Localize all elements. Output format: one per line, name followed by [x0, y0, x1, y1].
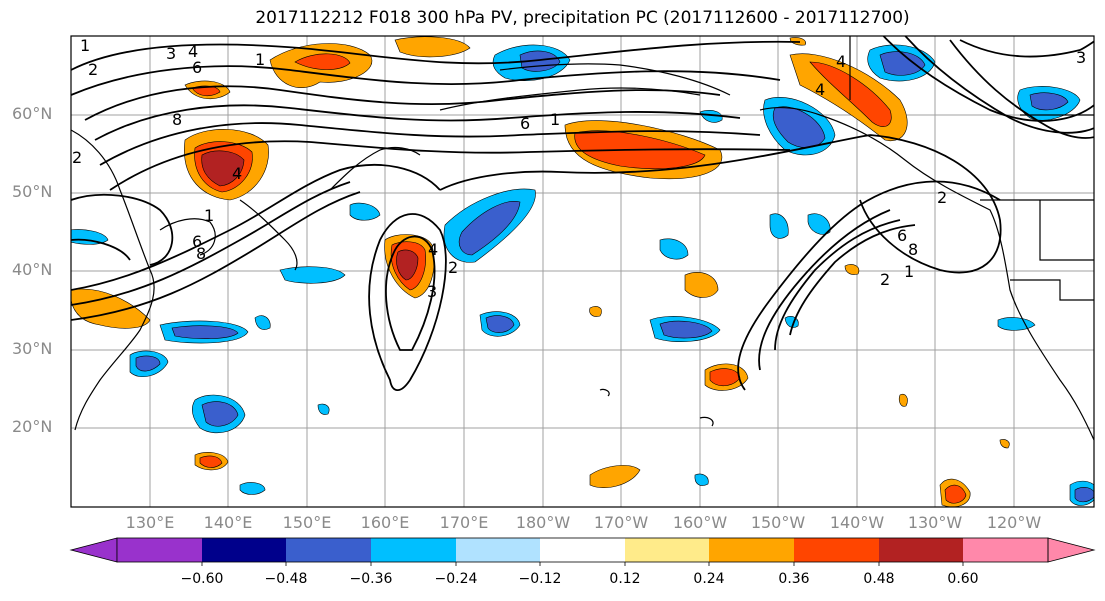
contour-label: 4: [428, 240, 439, 259]
lon-label: 120°W: [986, 513, 1042, 532]
lon-label: 150°E: [282, 513, 332, 532]
contour-label: 1: [255, 50, 266, 69]
contour-label: 8: [196, 244, 207, 263]
colorbar-tick-label: 0.48: [863, 571, 895, 587]
lon-label: 170°W: [593, 513, 649, 532]
negative-precip-blobs: [71, 44, 1094, 506]
positive-precip-blobs: [71, 36, 1010, 507]
gridlines: [71, 36, 1094, 507]
contour-label: 1: [204, 206, 215, 225]
contour-label: 3: [1076, 48, 1087, 67]
contour-label: 2: [448, 258, 459, 277]
lon-label: 160°W: [672, 513, 728, 532]
contour-label: 8: [908, 240, 919, 259]
contour-label: 6: [897, 226, 908, 245]
lat-label: 40°N: [12, 260, 53, 279]
lon-label: 140°E: [203, 513, 253, 532]
colorbar-tick-label: −0.48: [264, 571, 308, 587]
contour-label: 1: [80, 36, 91, 55]
colorbar-tick-label: 0.36: [778, 571, 810, 587]
contour-label: 2: [937, 188, 948, 207]
lat-label: 20°N: [12, 417, 53, 436]
lat-label: 30°N: [12, 339, 53, 358]
contour-label: 4: [232, 164, 243, 183]
contour-label: 4: [836, 52, 847, 71]
contour-label: 3: [427, 282, 438, 301]
lon-label: 130°E: [125, 513, 175, 532]
contour-label: 2: [72, 148, 83, 167]
colorbar-tick-label: −0.60: [180, 571, 224, 587]
contour-label: 4: [815, 80, 826, 99]
contour-label: 2: [880, 270, 891, 289]
contour-label: 4: [188, 42, 199, 61]
colorbar-tick-label: 0.60: [947, 571, 979, 587]
lat-label: 60°N: [12, 104, 53, 123]
lon-label: 170°E: [439, 513, 489, 532]
coastlines: [71, 36, 1094, 441]
lon-label: 180°W: [515, 513, 571, 532]
contour-label: 6: [520, 114, 531, 133]
contour-label: 8: [172, 110, 183, 129]
lon-label: 140°W: [829, 513, 885, 532]
map-frame: [70, 35, 1095, 508]
colorbar-tick-label: −0.36: [349, 571, 393, 587]
contour-label: 1: [904, 262, 915, 281]
colorbar: [69, 537, 1096, 566]
lat-label: 50°N: [12, 182, 53, 201]
colorbar-tick-label: −0.24: [434, 571, 478, 587]
contour-label: 6: [192, 58, 203, 77]
colorbar-tick-label: −0.12: [518, 571, 562, 587]
colorbar-tick-label: 0.12: [609, 571, 641, 587]
contour-label: 3: [166, 44, 177, 63]
lon-label: 160°E: [360, 513, 410, 532]
lon-label: 150°W: [750, 513, 806, 532]
map-title: 2017112212 F018 300 hPa PV, precipitatio…: [255, 8, 910, 28]
colorbar-tick-label: 0.24: [693, 571, 725, 587]
lon-label: 130°W: [907, 513, 963, 532]
contour-label: 1: [550, 110, 561, 129]
contour-label: 2: [88, 60, 99, 79]
contour-label: 6: [192, 232, 203, 251]
